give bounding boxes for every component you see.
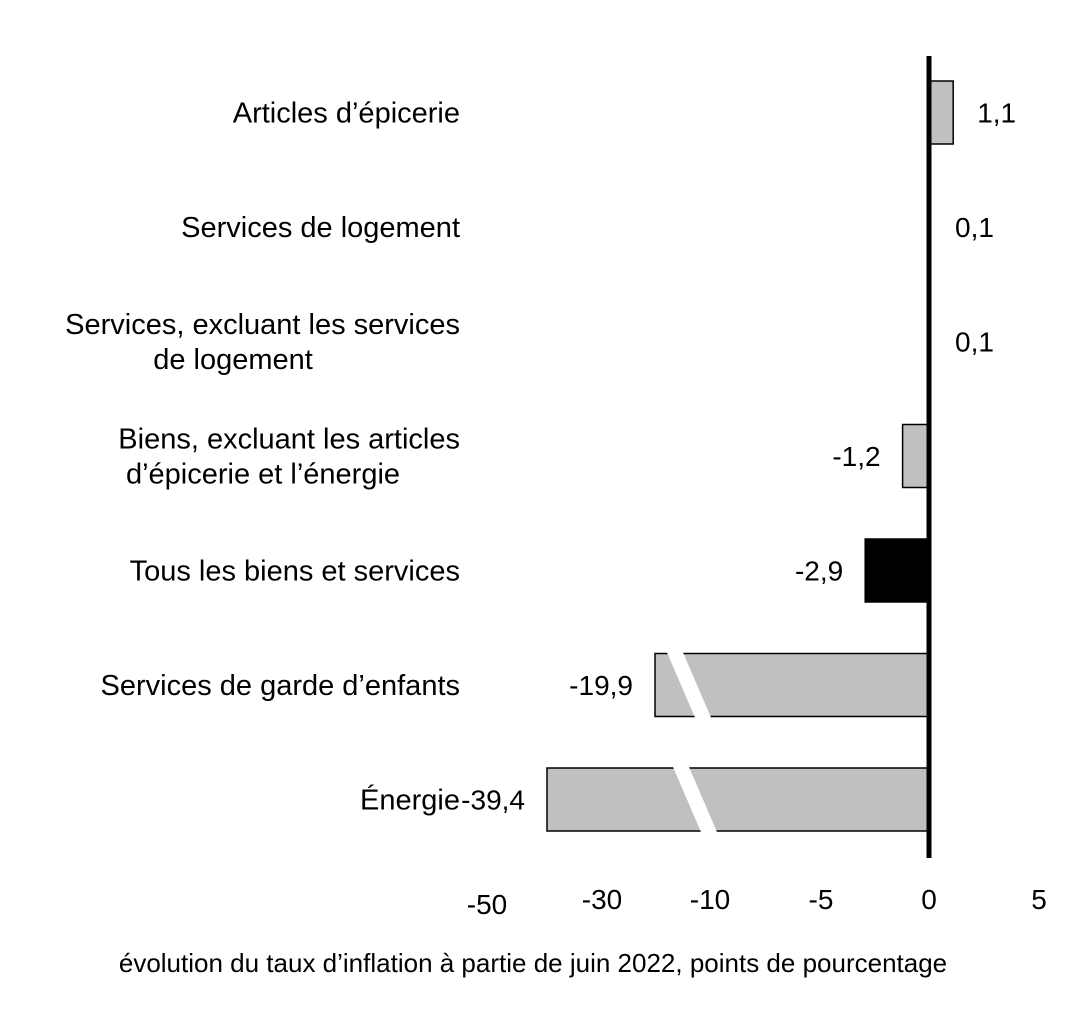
category-label: Services de logement — [181, 212, 460, 244]
bar — [901, 423, 930, 489]
category-label: de logement — [153, 344, 313, 376]
bars-layer — [546, 80, 954, 832]
value-label: -19,9 — [569, 670, 633, 701]
x-tick-label: 5 — [1031, 884, 1047, 915]
value-label: -1,2 — [832, 441, 880, 472]
category-label: d’épicerie et l’énergie — [126, 459, 400, 491]
category-labels: Articles d’épicerie Services de logement S… — [65, 98, 460, 817]
category-label: Services, excluant les services — [65, 309, 460, 341]
axis-break-mark — [673, 767, 717, 832]
value-label: 0,1 — [955, 327, 994, 358]
value-label: 0,1 — [955, 212, 994, 243]
bar — [928, 80, 954, 145]
category-label: Tous les biens et services — [130, 556, 460, 588]
category-label: Articles d’épicerie — [233, 98, 460, 130]
axis-break-mark — [667, 652, 711, 718]
value-label: -39,4 — [461, 785, 525, 816]
x-tick-label: 0 — [921, 884, 937, 915]
x-tick-label: -5 — [809, 884, 834, 915]
x-tick-labels: -50 -30 -10 -5 0 5 — [467, 884, 1047, 920]
category-label: Énergie — [360, 784, 460, 817]
x-tick-label: -30 — [582, 884, 622, 915]
bar — [864, 538, 930, 603]
x-tick-label: -50 — [467, 889, 507, 920]
bar — [546, 767, 930, 832]
category-label: Services de garde d’enfants — [101, 670, 461, 702]
x-axis-title: évolution du taux d’inflation à partie d… — [119, 948, 947, 978]
x-tick-label: -10 — [690, 884, 730, 915]
value-label: -2,9 — [795, 556, 843, 587]
category-label: Biens, excluant les articles — [118, 424, 460, 456]
axis-break-marks — [667, 652, 717, 832]
value-labels: 1,1 0,1 0,1 -1,2 -2,9 -19,9 -39,4 — [461, 98, 1016, 816]
value-label: 1,1 — [977, 98, 1016, 129]
